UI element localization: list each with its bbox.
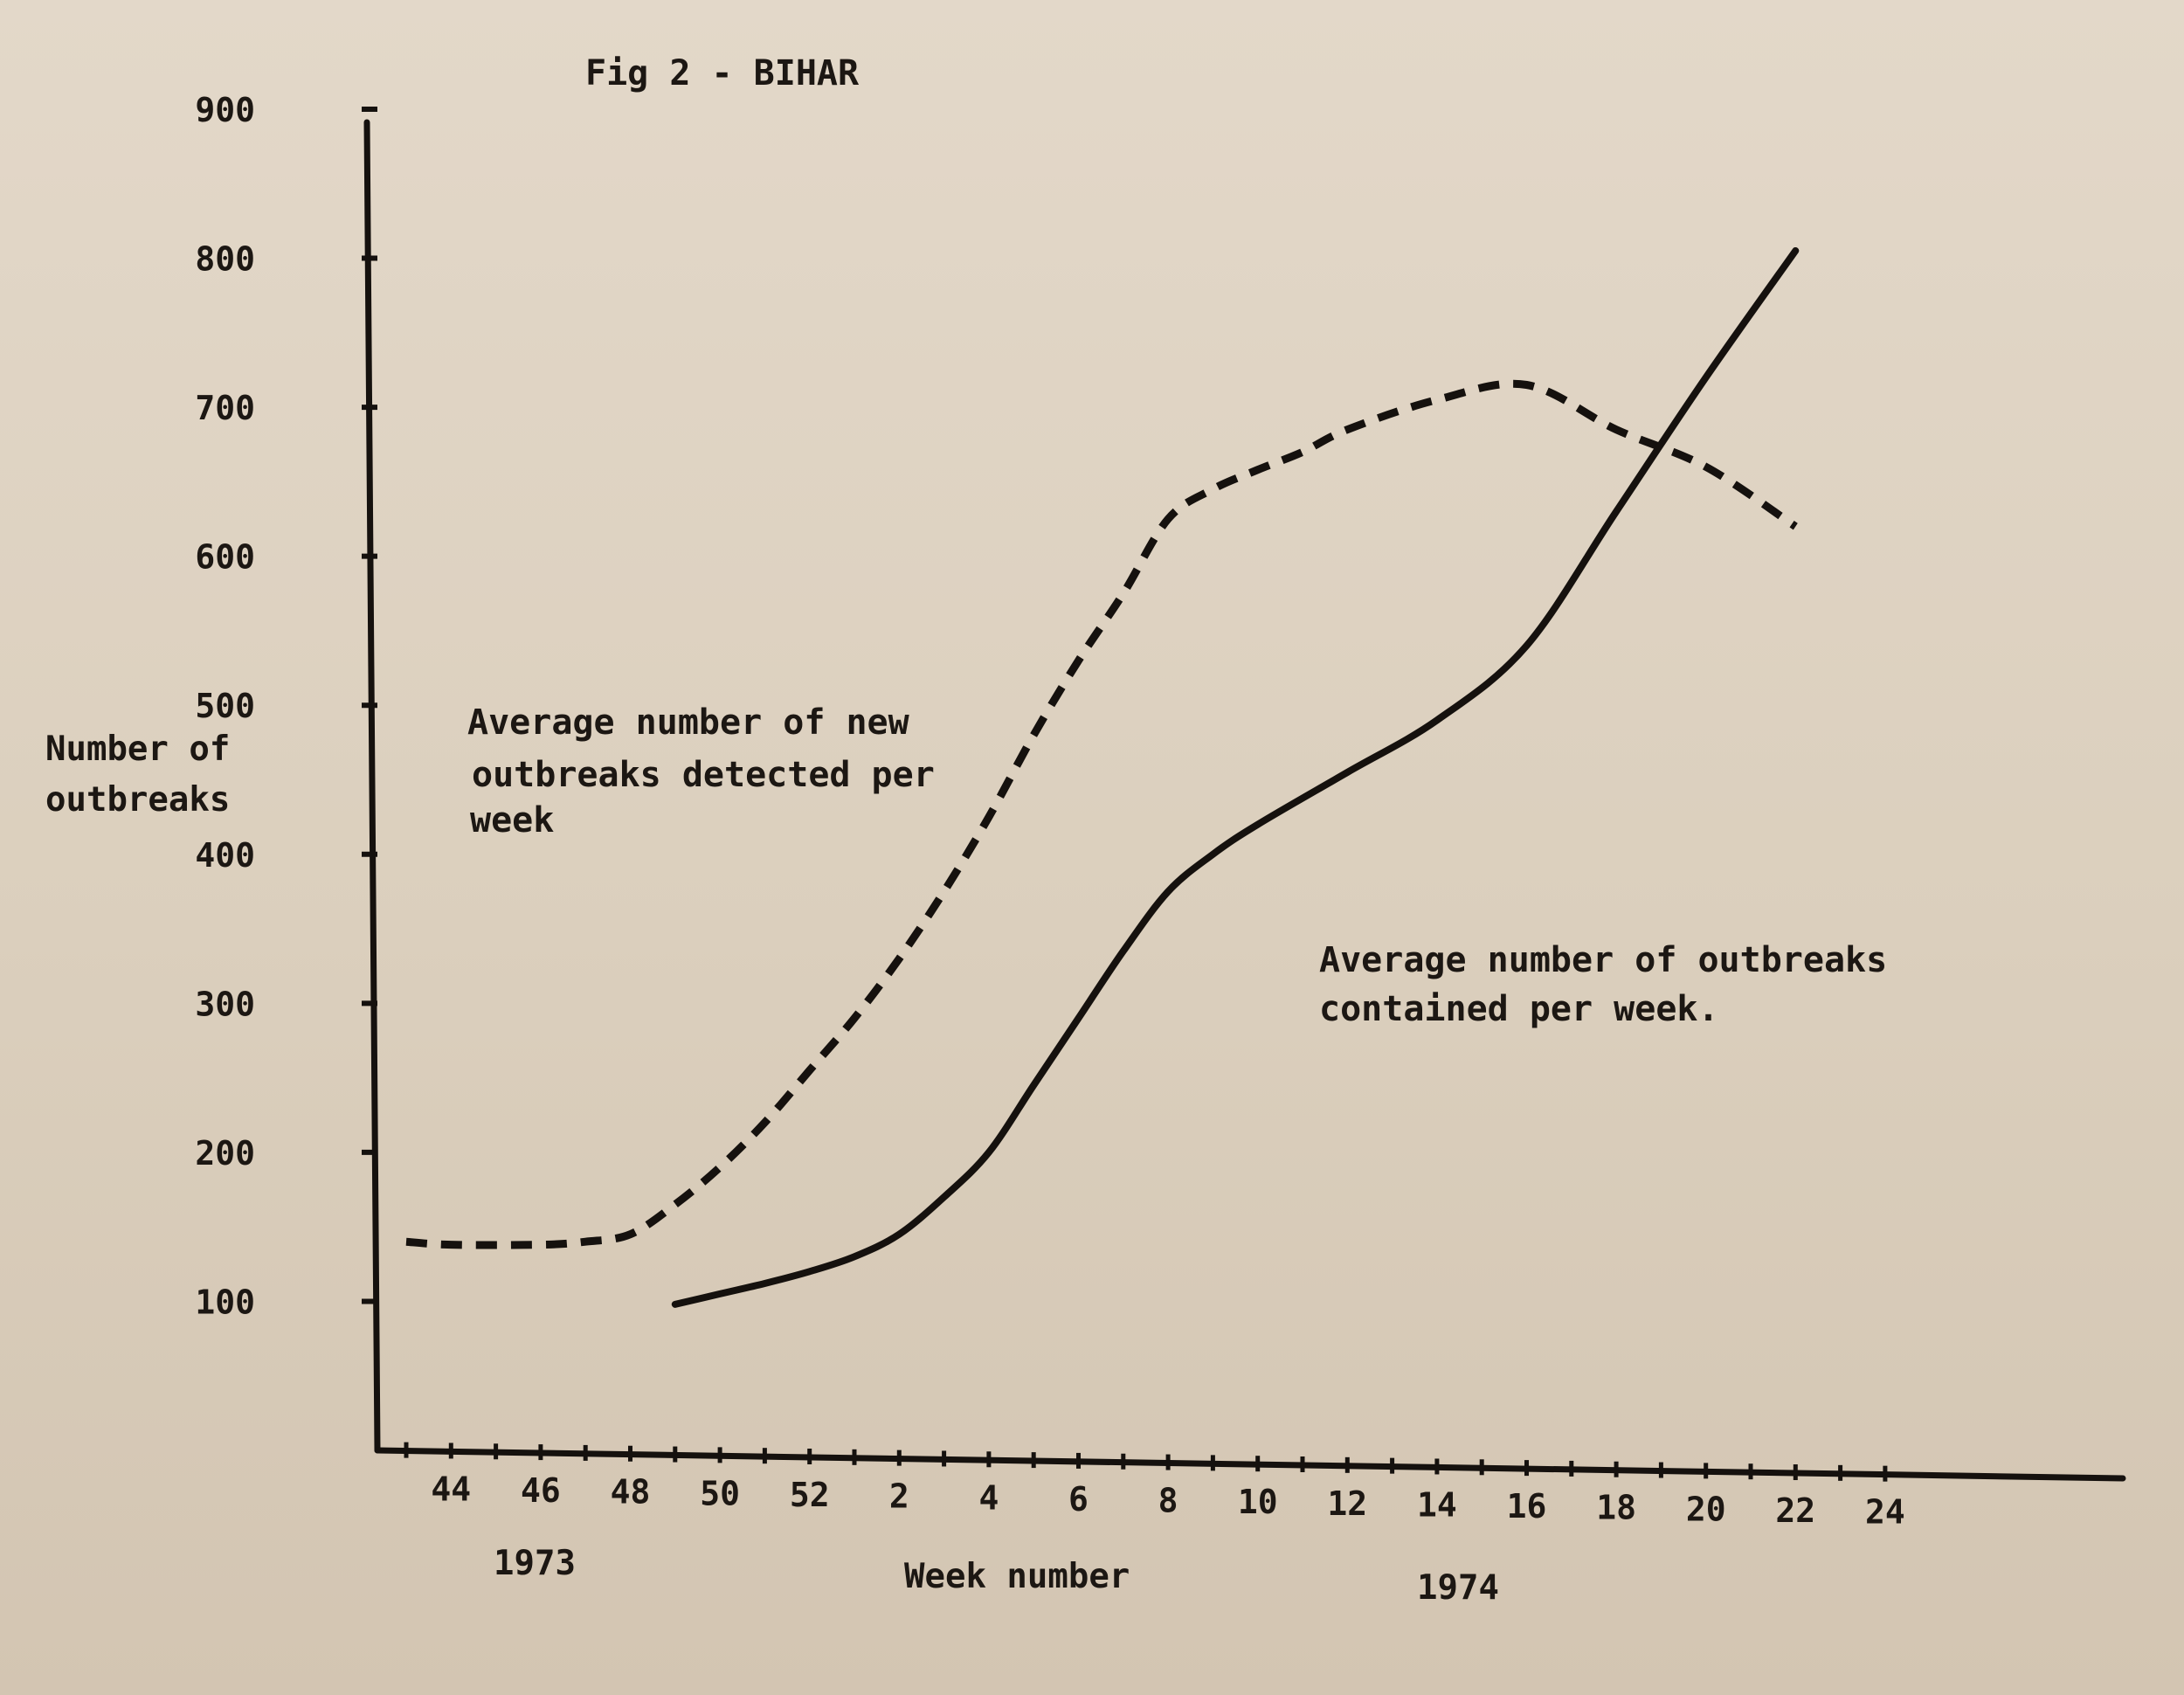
x-tick-label: 20 bbox=[1686, 1490, 1726, 1528]
x-tick-label: 52 bbox=[790, 1476, 830, 1514]
x-tick-label: 10 bbox=[1238, 1483, 1278, 1521]
detected-series-label-line-1: Average number of new bbox=[467, 702, 910, 743]
year-label-1974: 1974 bbox=[1417, 1568, 1499, 1608]
y-tick-label: 700 bbox=[195, 389, 255, 427]
x-tick-label: 18 bbox=[1596, 1489, 1636, 1527]
x-tick-label: 48 bbox=[611, 1473, 651, 1512]
contained-series-label-line-1: Average number of outbreaks bbox=[1319, 940, 1887, 980]
y-tick-label: 600 bbox=[195, 538, 255, 577]
y-tick-label: 200 bbox=[195, 1134, 255, 1173]
series-layer bbox=[405, 247, 1800, 1308]
detected-series-label-line-3: week bbox=[470, 800, 554, 841]
x-tick-label: 14 bbox=[1417, 1485, 1457, 1524]
y-tick-label: 900 bbox=[195, 91, 255, 129]
x-tick-label: 50 bbox=[700, 1474, 740, 1512]
x-tick-label: 6 bbox=[1068, 1480, 1089, 1519]
detected-series-label-line-2: outbreaks detected per bbox=[472, 755, 935, 795]
contained-series-label-line-2: contained per week. bbox=[1319, 989, 1719, 1029]
y-axis-label-line-2: outbreaks bbox=[45, 780, 230, 820]
x-tick-label: 16 bbox=[1507, 1487, 1547, 1526]
y-axis-ticks: 100 200 300 400 500 600 700 800 900 bbox=[195, 91, 377, 1321]
y-tick-label: 300 bbox=[195, 985, 255, 1023]
x-tick-label: 12 bbox=[1327, 1484, 1367, 1523]
y-axis-label-line-1: Number of bbox=[45, 730, 230, 769]
y-tick-label: 400 bbox=[195, 836, 255, 875]
x-tick-label: 44 bbox=[431, 1470, 471, 1508]
x-tick-label: 24 bbox=[1865, 1493, 1905, 1532]
y-axis-line bbox=[363, 119, 381, 1454]
series-line-contained bbox=[671, 247, 1800, 1308]
x-tick-label: 46 bbox=[521, 1471, 561, 1510]
y-tick-label: 100 bbox=[195, 1283, 255, 1321]
x-axis-label: Week number bbox=[904, 1557, 1130, 1596]
x-tick-label: 4 bbox=[978, 1478, 999, 1517]
x-axis-line bbox=[374, 1447, 2126, 1482]
chart-title: Fig 2 - BIHAR bbox=[585, 53, 860, 93]
series-line-detected bbox=[405, 379, 1798, 1249]
x-tick-label: 2 bbox=[889, 1477, 909, 1516]
y-tick-label: 800 bbox=[195, 240, 255, 279]
x-tick-label: 8 bbox=[1158, 1482, 1178, 1520]
y-tick-label: 500 bbox=[195, 687, 255, 725]
year-label-1973: 1973 bbox=[494, 1544, 576, 1583]
x-tick-label: 22 bbox=[1775, 1491, 1815, 1530]
